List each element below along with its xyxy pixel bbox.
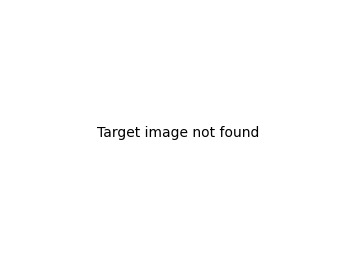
Text: Target image not found: Target image not found — [97, 126, 259, 140]
